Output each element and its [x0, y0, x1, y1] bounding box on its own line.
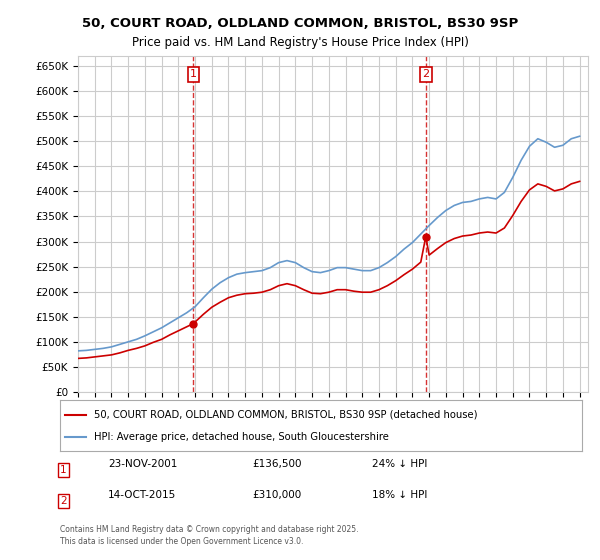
- Text: 23-NOV-2001: 23-NOV-2001: [108, 459, 178, 469]
- Text: Contains HM Land Registry data © Crown copyright and database right 2025.
This d: Contains HM Land Registry data © Crown c…: [60, 525, 359, 546]
- Text: 2: 2: [60, 496, 67, 506]
- Text: 18% ↓ HPI: 18% ↓ HPI: [372, 490, 427, 500]
- Text: 14-OCT-2015: 14-OCT-2015: [108, 490, 176, 500]
- Text: £310,000: £310,000: [252, 490, 301, 500]
- Text: Price paid vs. HM Land Registry's House Price Index (HPI): Price paid vs. HM Land Registry's House …: [131, 36, 469, 49]
- Text: 1: 1: [190, 69, 197, 80]
- Text: 2: 2: [422, 69, 430, 80]
- Text: 1: 1: [60, 465, 67, 475]
- Text: 50, COURT ROAD, OLDLAND COMMON, BRISTOL, BS30 9SP: 50, COURT ROAD, OLDLAND COMMON, BRISTOL,…: [82, 17, 518, 30]
- Text: 50, COURT ROAD, OLDLAND COMMON, BRISTOL, BS30 9SP (detached house): 50, COURT ROAD, OLDLAND COMMON, BRISTOL,…: [94, 409, 478, 419]
- Text: 24% ↓ HPI: 24% ↓ HPI: [372, 459, 427, 469]
- Text: £136,500: £136,500: [252, 459, 302, 469]
- Text: HPI: Average price, detached house, South Gloucestershire: HPI: Average price, detached house, Sout…: [94, 432, 389, 442]
